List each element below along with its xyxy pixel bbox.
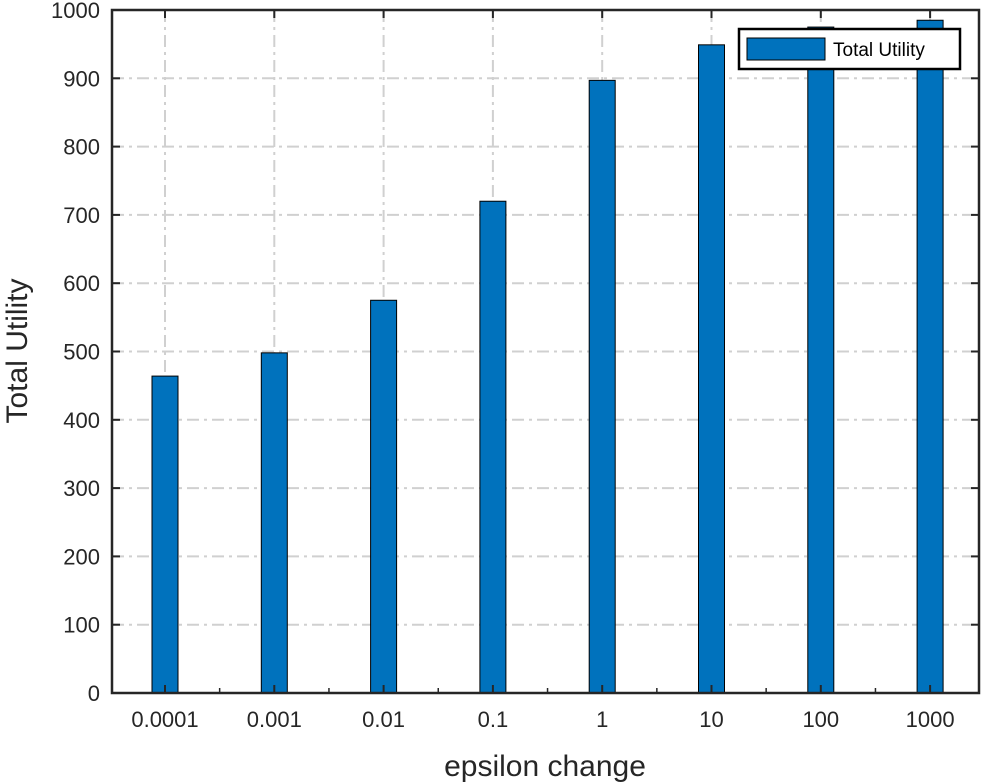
x-tick-label: 0.001 — [247, 707, 302, 732]
y-axis-title: Total Utility — [1, 278, 34, 423]
x-tick-label: 0.1 — [478, 707, 509, 732]
y-tick-label: 400 — [63, 408, 100, 433]
x-tick-label: 10 — [699, 707, 723, 732]
x-axis-title: epsilon change — [444, 750, 646, 783]
bar — [807, 26, 835, 694]
y-tick-label: 0 — [88, 681, 100, 706]
legend: Total Utility — [737, 27, 962, 71]
y-tick-label: 700 — [63, 203, 100, 228]
bars — [151, 19, 944, 694]
legend-label: Total Utility — [833, 40, 925, 61]
x-tick-labels: 0.0001 0.001 0.01 0.1 1 10 100 1000 — [131, 707, 954, 732]
x-tick-label: 100 — [802, 707, 839, 732]
axis-ticks — [112, 9, 979, 694]
y-tick-label: 600 — [63, 271, 100, 296]
bar — [479, 200, 507, 694]
bar — [698, 44, 725, 694]
y-tick-label: 800 — [63, 135, 100, 160]
y-tick-label: 200 — [63, 544, 100, 569]
y-tick-labels: 0 100 200 300 400 500 600 700 800 900 1000 — [51, 0, 100, 706]
x-tick-label: 0.01 — [362, 707, 405, 732]
bar — [588, 79, 616, 694]
bar — [260, 352, 288, 694]
y-tick-label: 100 — [63, 613, 100, 638]
y-tick-label: 300 — [63, 476, 100, 501]
bar — [916, 19, 944, 694]
x-tick-label: 1000 — [906, 707, 955, 732]
y-tick-label: 500 — [63, 340, 100, 365]
x-tick-label: 0.0001 — [131, 707, 198, 732]
bar — [151, 375, 179, 694]
y-tick-label: 1000 — [51, 0, 100, 23]
y-tick-label: 900 — [63, 66, 100, 91]
x-tick-label: 1 — [596, 707, 608, 732]
bar — [370, 299, 398, 694]
legend-swatch — [746, 37, 826, 61]
